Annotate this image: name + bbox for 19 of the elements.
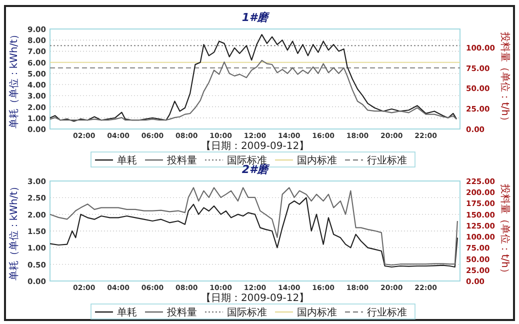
legend-label: 单耗 xyxy=(117,306,137,318)
line-series xyxy=(49,60,458,121)
y-axis-title: 单耗（单位：kWh/t） xyxy=(8,181,20,281)
y2-axis-title: 投料量（单位：t/h） xyxy=(499,183,511,278)
line-series xyxy=(49,34,458,122)
legend-label: 国际标准 xyxy=(227,306,267,318)
legend-label: 国内标准 xyxy=(297,306,337,318)
chart-title: 2#磨 xyxy=(242,163,270,176)
legend-label: 行业标准 xyxy=(367,306,407,318)
y-axis-title: 单耗（单位：kWh/t） xyxy=(8,29,20,129)
legend-label: 投料量 xyxy=(166,154,197,166)
legend-label: 投料量 xyxy=(166,306,197,318)
legend-label: 行业标准 xyxy=(367,154,407,166)
text: 【日期：2009-09-12】 xyxy=(200,140,310,152)
legend-label: 国内标准 xyxy=(297,154,337,166)
chart-title: 1#磨 xyxy=(242,11,270,24)
text: 【日期：2009-09-12】 xyxy=(200,292,310,304)
y2-axis-title: 投料量（单位：t/h） xyxy=(499,31,511,126)
legend-label: 单耗 xyxy=(117,154,137,166)
